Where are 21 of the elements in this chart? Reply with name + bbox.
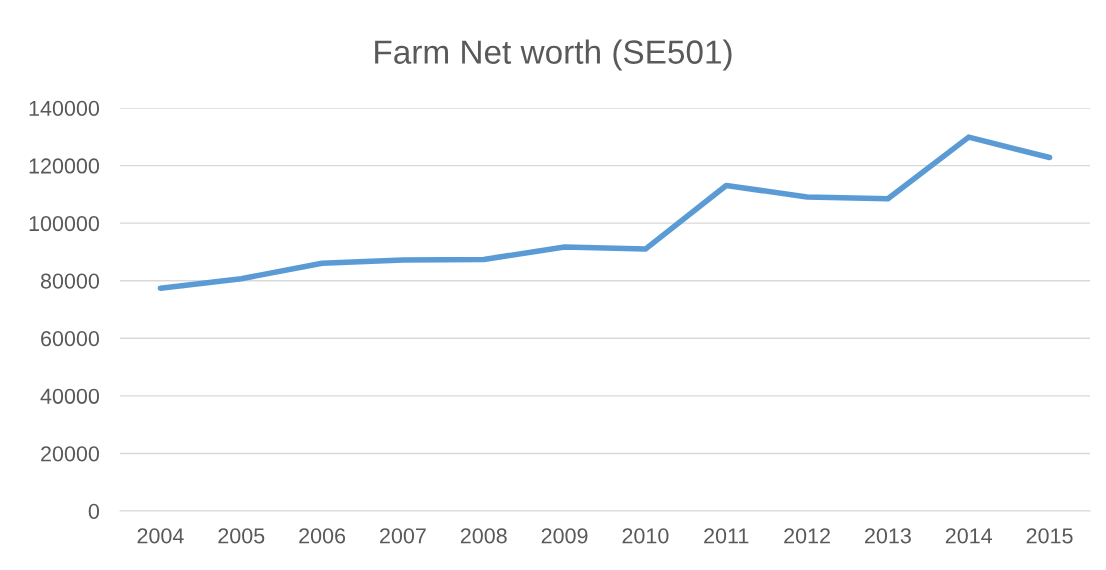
x-tick-label: 2004 (137, 528, 184, 544)
y-tick-label: 140000 (29, 100, 100, 117)
x-tick-label: 2007 (380, 528, 426, 544)
x-tick-label: 2011 (704, 528, 749, 544)
x-tick-label: 2006 (299, 528, 346, 544)
y-tick-label: 80000 (40, 273, 100, 289)
x-tick-label: 2014 (945, 528, 993, 544)
x-tick-label: 2008 (460, 528, 507, 544)
x-tick-label: 2005 (218, 528, 265, 544)
x-tick-label: 2012 (784, 528, 830, 544)
y-tick-label: 40000 (40, 388, 100, 404)
x-tick-label: 2015 (1026, 528, 1073, 544)
y-tick-label: 20000 (41, 446, 100, 462)
x-tick-label: 2013 (865, 528, 911, 544)
y-tick-label: 60000 (41, 331, 100, 347)
y-tick-label: 120000 (29, 158, 100, 174)
y-tick-label: 0 (88, 503, 100, 520)
x-tick-label: 2010 (622, 528, 669, 544)
chart-title: Farm Net worth (SE501) (375, 39, 732, 71)
y-tick-label: 100000 (29, 215, 100, 232)
x-tick-label: 2009 (541, 528, 588, 544)
